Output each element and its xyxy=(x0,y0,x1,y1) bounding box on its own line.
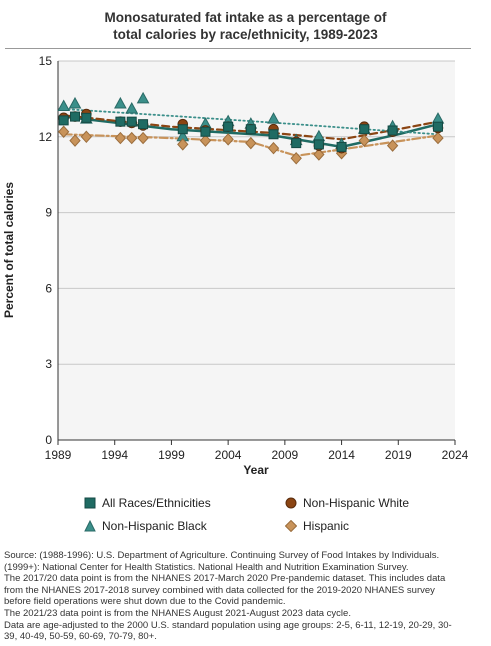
data-point xyxy=(222,133,234,146)
axes: 0 3 6 9 12 15 1989 1994 1999 2004 2009 2014 2019 2024 xyxy=(39,54,469,462)
y-tick-label: 0 xyxy=(45,433,52,447)
data-point xyxy=(267,141,280,155)
legend-label: All Races/Ethnicities xyxy=(102,496,211,510)
x-tick-label: 1989 xyxy=(45,448,72,462)
data-point xyxy=(336,141,347,152)
data-point xyxy=(432,121,443,132)
source-notes: Source: (1988-1996): U.S. Department of … xyxy=(4,550,488,643)
x-tick-label: 2009 xyxy=(272,448,299,462)
y-tick-label: 15 xyxy=(39,54,53,68)
data-point xyxy=(313,139,324,150)
data-point xyxy=(137,131,149,145)
x-tick-label: 1999 xyxy=(158,448,185,462)
data-point xyxy=(387,125,398,136)
data-point xyxy=(69,134,81,147)
data-point xyxy=(245,136,257,150)
data-point xyxy=(313,148,325,161)
legend-item-non-hispanic-white: Non-Hispanic White xyxy=(285,496,409,510)
data-point xyxy=(386,139,399,152)
y-tick-label: 9 xyxy=(45,206,52,220)
trend-line-non-hispanic-white xyxy=(62,114,440,141)
data-point xyxy=(114,96,127,109)
triangle-marker-icon xyxy=(84,520,96,532)
data-point xyxy=(199,134,212,147)
data-point xyxy=(114,131,127,145)
x-tick-label: 2014 xyxy=(328,448,355,462)
y-axis-label: Percent of total calories xyxy=(2,182,16,318)
y-tick-label: 3 xyxy=(45,357,52,371)
data-points xyxy=(57,91,445,165)
data-point xyxy=(177,138,189,151)
data-point xyxy=(58,115,69,126)
data-point xyxy=(115,116,126,127)
data-point xyxy=(200,126,211,137)
data-point xyxy=(68,96,82,109)
title-divider xyxy=(5,48,471,49)
x-tick-label: 2019 xyxy=(385,448,412,462)
legend-item-hispanic: Hispanic xyxy=(285,519,349,533)
legend-item-non-hispanic-black: Non-Hispanic Black xyxy=(84,519,207,533)
square-marker-icon xyxy=(84,497,96,509)
data-point xyxy=(81,112,92,123)
y-tick-label: 12 xyxy=(39,130,53,144)
data-point xyxy=(267,112,280,124)
source-line: The 2021/23 data point is from the NHANE… xyxy=(4,607,351,619)
data-point xyxy=(358,134,370,147)
data-point xyxy=(245,124,256,135)
source-line: 39, 40-49, 50-59, 60-69, 70-79, 80+. xyxy=(4,631,157,643)
legend-item-all-races: All Races/Ethnicities xyxy=(84,496,211,510)
data-point xyxy=(291,138,302,149)
data-point xyxy=(268,129,279,140)
diamond-marker-icon xyxy=(285,520,297,532)
source-line: (1999+): National Center for Health Stat… xyxy=(4,561,409,573)
chart-title: Monosaturated fat intake as a percentage… xyxy=(0,9,491,43)
y-tick-label: 6 xyxy=(45,281,52,295)
source-line: before field operations were shut down d… xyxy=(4,596,286,608)
x-tick-label: 2024 xyxy=(442,448,469,462)
legend-label: Non-Hispanic Black xyxy=(102,519,207,533)
x-axis-label: Year xyxy=(243,463,269,477)
circle-marker-icon xyxy=(285,497,297,509)
legend-label: Hispanic xyxy=(303,519,350,533)
data-point xyxy=(126,131,138,145)
source-line: Source: (1988-1996): U.S. Department of … xyxy=(4,550,440,561)
data-point xyxy=(57,125,70,138)
data-point xyxy=(432,131,444,145)
source-line: Data are age-adjusted to the 2000 U.S. s… xyxy=(4,619,452,631)
legend-label: Non-Hispanic White xyxy=(303,496,410,510)
data-point xyxy=(223,121,234,132)
source-line: The 2017/20 data point is from the NHANE… xyxy=(4,573,446,585)
line-chart: 0 3 6 9 12 15 1989 1994 1999 2004 2009 2014 2019 2024… xyxy=(2,54,469,477)
chart-title-line-1: Monosaturated fat intake as a percentage… xyxy=(104,10,387,25)
x-tick-label: 1994 xyxy=(101,448,128,462)
data-point xyxy=(290,152,302,165)
data-point xyxy=(138,119,149,130)
data-point xyxy=(70,111,81,122)
source-line: from the NHANES 2017-2018 survey combine… xyxy=(4,584,435,596)
data-point xyxy=(136,91,150,104)
chart-title-line-2: total calories by race/ethnicity, 1989-2… xyxy=(113,27,378,42)
x-tick-label: 2004 xyxy=(215,448,242,462)
data-point xyxy=(126,116,137,127)
data-point xyxy=(359,124,370,135)
data-point xyxy=(125,101,139,114)
data-point xyxy=(57,99,71,111)
data-point xyxy=(80,130,93,144)
data-point xyxy=(177,124,188,135)
